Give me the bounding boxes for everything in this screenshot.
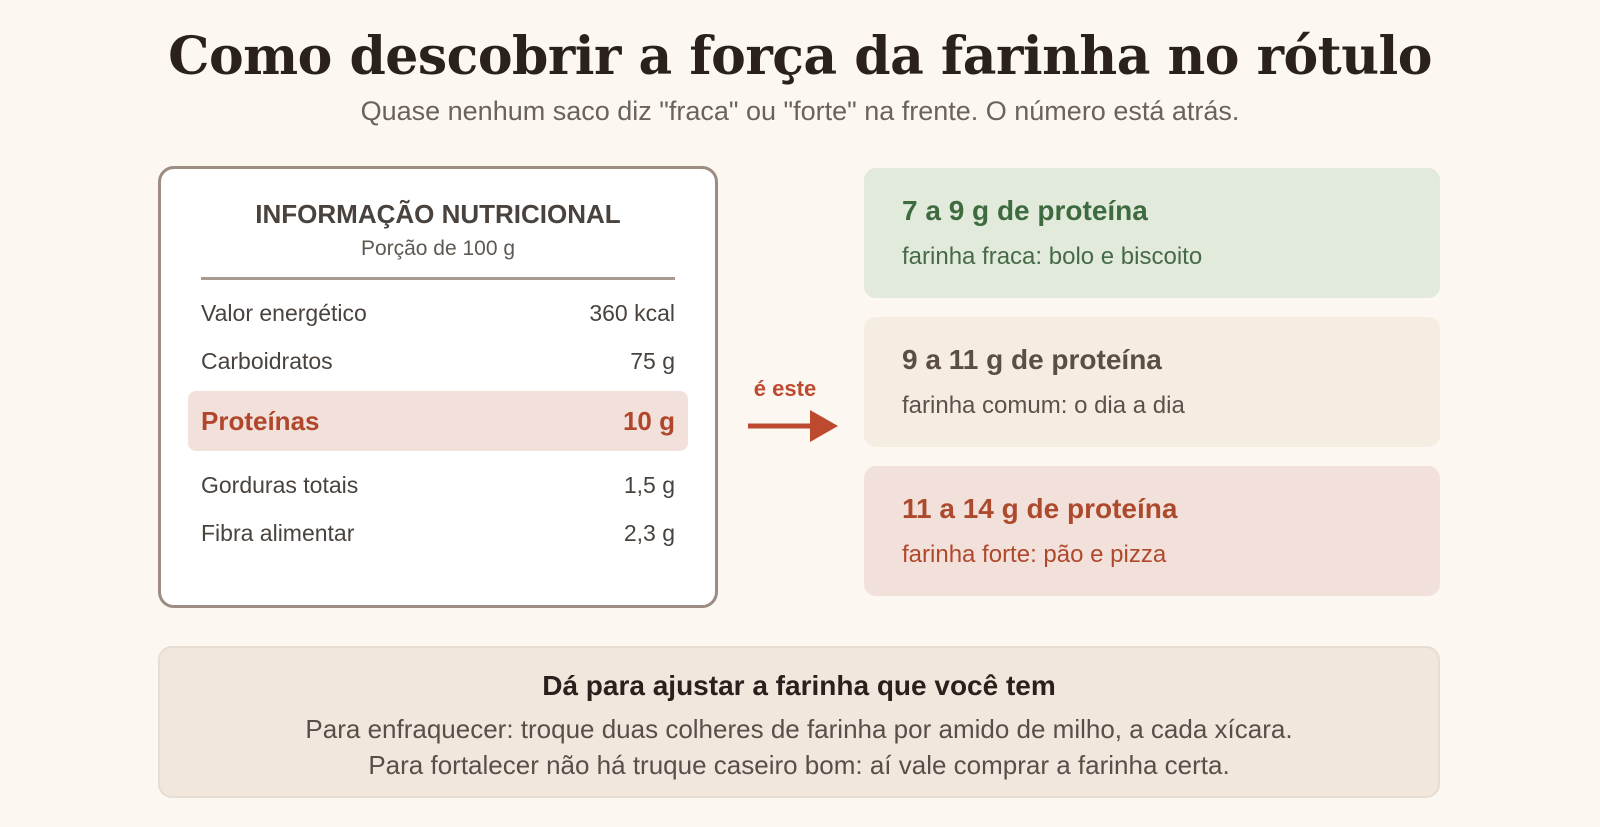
band-description: farinha forte: pão e pizza [902,541,1167,568]
tips-line-strengthen: Para fortalecer não há truque caseiro bo… [368,750,1230,780]
tips-line-weaken: Para enfraquecer: troque duas colheres d… [305,714,1293,744]
nutrition-row-name: Valor energético [201,299,367,326]
nutrition-row-value: 10 g [622,405,675,436]
band-title: 9 a 11 g de proteína [902,344,1162,375]
protein-band-weak: 7 a 9 g de proteína farinha fraca: bolo … [864,168,1440,298]
nutrition-row-name: Fibra alimentar [201,519,355,546]
tips-box: Dá para ajustar a farinha que você tem P… [158,646,1440,798]
band-title: 11 a 14 g de proteína [902,493,1178,524]
band-description: farinha fraca: bolo e biscoito [902,243,1203,270]
nutrition-row-name: Carboidratos [201,347,333,374]
nutrition-row-value: 1,5 g [623,471,675,498]
nutrition-row-fiber: Fibra alimentar 2,3 g [201,511,675,555]
nutrition-label-divider [201,277,675,280]
nutrition-label-portion: Porção de 100 g [360,237,516,260]
band-description: farinha comum: o dia a dia [902,392,1185,419]
protein-band-common: 9 a 11 g de proteína farinha comum: o di… [864,317,1440,447]
nutrition-row-energy: Valor energético 360 kcal [201,291,675,335]
nutrition-row-value: 2,3 g [623,519,675,546]
nutrition-label-heading: INFORMAÇÃO NUTRICIONAL [255,199,621,229]
protein-band-strong: 11 a 14 g de proteína farinha forte: pão… [864,466,1440,596]
nutrition-row-carbs: Carboidratos 75 g [201,339,675,383]
arrow-label: é este [753,376,817,401]
tips-title: Dá para ajustar a farinha que você tem [542,670,1056,701]
nutrition-row-value: 75 g [630,347,675,374]
nutrition-row-name: Proteínas [201,405,320,436]
nutrition-label-card: INFORMAÇÃO NUTRICIONAL Porção de 100 g V… [158,166,718,608]
arrow-right-icon [748,410,838,442]
band-title: 7 a 9 g de proteína [902,195,1148,226]
nutrition-row-value: 360 kcal [589,299,675,326]
nutrition-row-fat: Gorduras totais 1,5 g [201,463,675,507]
page-title: Como descobrir a força da farinha no rót… [168,26,1432,87]
page-subtitle: Quase nenhum saco diz "fraca" ou "forte"… [360,96,1240,126]
nutrition-row-protein-highlight: Proteínas 10 g [188,391,688,451]
nutrition-row-name: Gorduras totais [201,471,359,498]
